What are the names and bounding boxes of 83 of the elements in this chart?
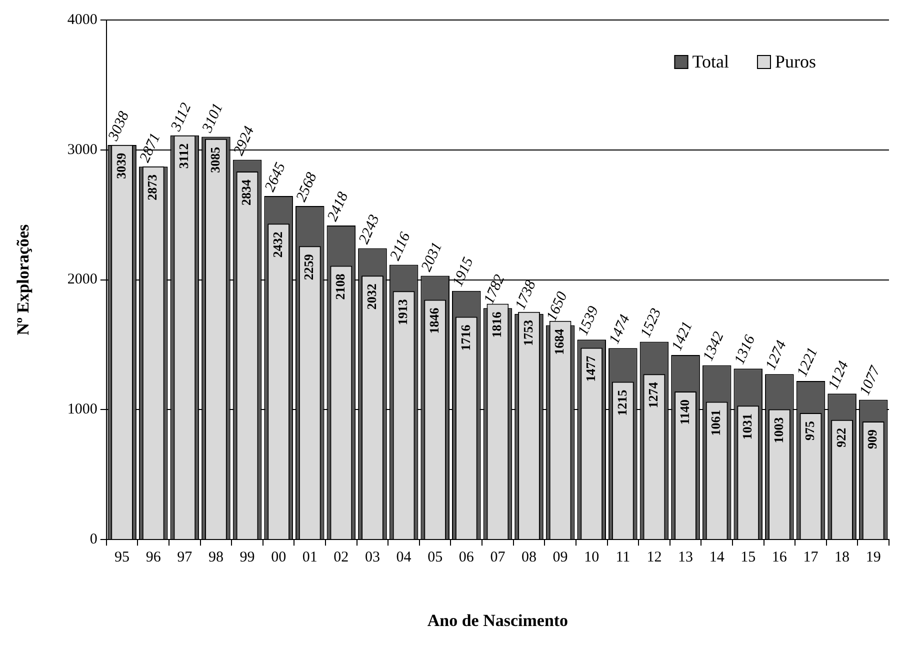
legend-label: Puros [774,52,816,72]
data-label: 1342 [700,329,728,364]
x-tick-label: 08 [522,550,537,566]
data-label: 3038 [105,108,133,144]
data-label: 2259 [301,254,316,280]
data-label: 1274 [646,382,661,408]
data-label: 2243 [356,212,383,246]
data-label: 1124 [826,358,852,392]
data-label: 1031 [739,414,754,440]
x-tick-label: 07 [490,550,506,566]
x-tick-label: 95 [114,550,130,566]
data-label: 1221 [794,345,822,380]
x-tick-label: 03 [364,550,380,566]
data-label: 2031 [418,240,446,274]
data-label: 1077 [856,362,884,398]
data-label: 1061 [708,410,724,436]
x-tick-label: 01 [302,550,318,566]
data-label: 1477 [582,355,598,382]
data-label: 1738 [512,278,540,312]
data-label: 922 [833,428,848,448]
data-label: 2432 [270,232,285,258]
x-tick-label: 98 [208,550,224,566]
data-label: 909 [864,429,880,450]
x-tick-label: 05 [428,550,443,566]
data-label: 1140 [676,400,692,425]
x-tick-label: 13 [678,550,694,566]
data-label: 1421 [669,319,696,354]
data-label: 1523 [638,306,665,340]
data-label: 1316 [732,332,759,367]
x-tick-label: 17 [803,550,819,566]
data-label: 1816 [489,311,504,338]
x-tick-label: 97 [177,550,193,566]
data-label: 3085 [207,146,222,173]
data-label: 1215 [614,389,630,416]
x-tick-label: 16 [772,550,788,566]
data-label: 2568 [294,170,321,204]
y-axis-title: Nº Explorações [14,224,33,336]
x-tick-label: 11 [616,550,630,566]
data-label: 1003 [770,416,786,444]
data-label: 1684 [552,328,567,355]
data-label: 1915 [450,254,478,290]
data-label: 3112 [168,100,195,135]
data-label: 1274 [763,338,790,372]
data-label: 1782 [481,272,508,306]
data-label: 2645 [262,160,290,194]
legend-label: Total [692,52,729,72]
y-tick-label: 1000 [67,402,98,418]
data-label: 1753 [520,319,536,346]
data-label: 1716 [458,324,473,351]
data-label: 3112 [176,143,192,169]
x-tick-label: 10 [584,550,600,566]
y-tick-label: 0 [90,532,98,548]
y-tick-label: 4000 [67,12,98,28]
x-tick-label: 15 [740,550,756,566]
data-label: 2418 [324,189,352,224]
x-tick-label: 19 [866,550,881,566]
x-tick-label: 96 [146,550,162,566]
x-tick-label: 12 [646,550,662,566]
x-tick-label: 04 [396,550,412,566]
x-tick-label: 06 [458,550,474,566]
data-label: 1539 [575,304,602,338]
y-tick-label: 2000 [67,272,98,288]
data-label: 2116 [387,230,414,263]
x-tick-label: 14 [709,550,725,566]
x-tick-label: 99 [240,550,255,566]
data-label: 1846 [426,307,442,334]
x-tick-label: 00 [271,550,286,566]
data-label: 3101 [199,101,226,136]
data-label: 2873 [144,174,160,200]
data-label: 2032 [364,284,379,310]
data-label: 3039 [113,152,128,179]
x-tick-label: 09 [552,550,568,566]
y-tick-label: 3000 [67,142,98,158]
x-tick-label: 02 [334,550,349,566]
x-axis-title: Ano de Nascimento [427,611,568,630]
data-label: 975 [802,420,818,440]
data-label: 1650 [544,289,572,324]
data-label: 2924 [230,124,258,158]
data-label: 1913 [395,298,410,326]
data-label: 1474 [606,312,634,346]
x-tick-label: 18 [834,550,850,566]
data-label: 2834 [238,178,254,206]
data-label: 2108 [332,273,348,300]
